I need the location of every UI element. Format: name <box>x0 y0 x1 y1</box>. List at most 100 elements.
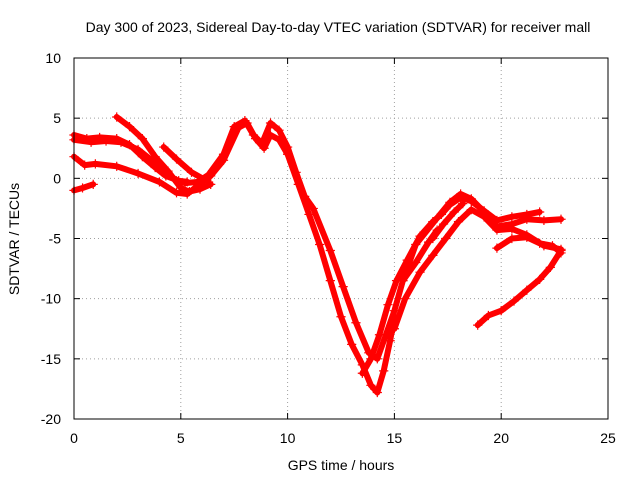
data-point <box>308 203 318 214</box>
data-series <box>69 112 566 398</box>
data-point <box>195 184 205 194</box>
y-tick-label: 10 <box>45 50 61 66</box>
data-point <box>150 152 160 162</box>
data-point <box>77 183 88 193</box>
data-point <box>112 161 122 171</box>
data-point <box>445 200 455 210</box>
data-point <box>240 115 250 126</box>
data-point <box>535 238 545 248</box>
data-point <box>539 215 549 226</box>
data-point <box>547 241 558 251</box>
data-point <box>265 118 276 128</box>
x-tick-label: 5 <box>177 430 185 446</box>
data-point <box>137 134 147 144</box>
data-point <box>137 152 147 162</box>
data-point <box>90 159 100 169</box>
data-point <box>159 142 169 152</box>
data-point <box>248 130 259 140</box>
data-point <box>383 300 393 310</box>
data-point <box>154 177 165 187</box>
data-point <box>436 209 446 220</box>
y-tick-label: 0 <box>53 170 61 186</box>
data-point <box>496 306 506 316</box>
data-point <box>492 243 502 253</box>
x-tick-label: 10 <box>280 430 296 446</box>
data-point <box>203 177 214 187</box>
data-point <box>372 387 382 398</box>
data-point <box>507 212 517 222</box>
data-point <box>492 215 502 226</box>
series-trace <box>160 144 212 185</box>
data-point <box>229 121 239 132</box>
data-point <box>379 366 389 376</box>
data-point <box>423 237 434 247</box>
x-tick-label: 25 <box>600 430 616 446</box>
data-point <box>428 217 438 227</box>
data-point <box>182 177 192 187</box>
y-tick-label: -20 <box>41 411 61 427</box>
data-point <box>449 207 459 217</box>
data-point <box>473 320 483 330</box>
data-point <box>366 354 376 364</box>
data-point <box>415 267 425 277</box>
series-track-k <box>473 245 566 330</box>
data-point <box>351 318 361 328</box>
series-track-d <box>112 112 216 197</box>
data-point <box>466 205 476 215</box>
data-point <box>274 125 284 135</box>
data-point <box>441 233 451 244</box>
data-point <box>259 143 269 153</box>
data-point <box>385 336 395 346</box>
series-trace <box>474 247 564 329</box>
data-point <box>82 134 92 144</box>
data-point <box>300 191 310 201</box>
data-point <box>556 245 566 256</box>
data-point <box>374 330 385 340</box>
data-point <box>171 188 182 198</box>
data-point <box>171 154 182 164</box>
data-point <box>428 233 438 244</box>
data-point <box>304 209 314 220</box>
data-point <box>325 245 335 256</box>
data-point <box>257 138 267 149</box>
data-point <box>112 112 122 122</box>
data-point <box>535 207 545 217</box>
data-point <box>483 310 493 321</box>
data-point <box>507 224 517 234</box>
series-trace <box>493 234 564 256</box>
data-point <box>336 312 346 322</box>
y-tick-labels: -20 -15 -10 -5 0 5 10 <box>41 50 61 427</box>
data-point <box>438 219 449 229</box>
data-point <box>357 368 367 378</box>
data-point <box>556 214 566 224</box>
series-track-f <box>357 192 545 378</box>
data-point <box>453 217 464 227</box>
data-point <box>163 166 173 176</box>
data-point <box>88 179 98 189</box>
data-point <box>522 209 532 220</box>
y-tick-label: -10 <box>41 291 61 307</box>
data-point <box>509 296 519 306</box>
x-tick-label: 20 <box>493 430 509 446</box>
data-point <box>545 262 555 272</box>
y-axis-label: SDTVAR / TECUs <box>6 183 22 295</box>
data-point <box>492 225 502 235</box>
x-tick-label: 15 <box>387 430 403 446</box>
data-point <box>456 192 466 203</box>
data-point <box>133 168 143 179</box>
data-point <box>428 250 438 260</box>
data-point <box>176 183 186 193</box>
series-trace <box>429 200 466 242</box>
data-point <box>402 255 412 265</box>
data-point <box>398 276 408 286</box>
series-track-e <box>159 142 214 187</box>
data-point <box>507 233 517 244</box>
data-point <box>347 339 357 349</box>
data-point <box>184 186 194 197</box>
data-point <box>283 142 293 152</box>
data-point <box>218 149 229 159</box>
data-point <box>95 132 105 143</box>
data-point <box>466 196 476 206</box>
data-point <box>400 294 410 304</box>
data-point <box>458 199 468 209</box>
